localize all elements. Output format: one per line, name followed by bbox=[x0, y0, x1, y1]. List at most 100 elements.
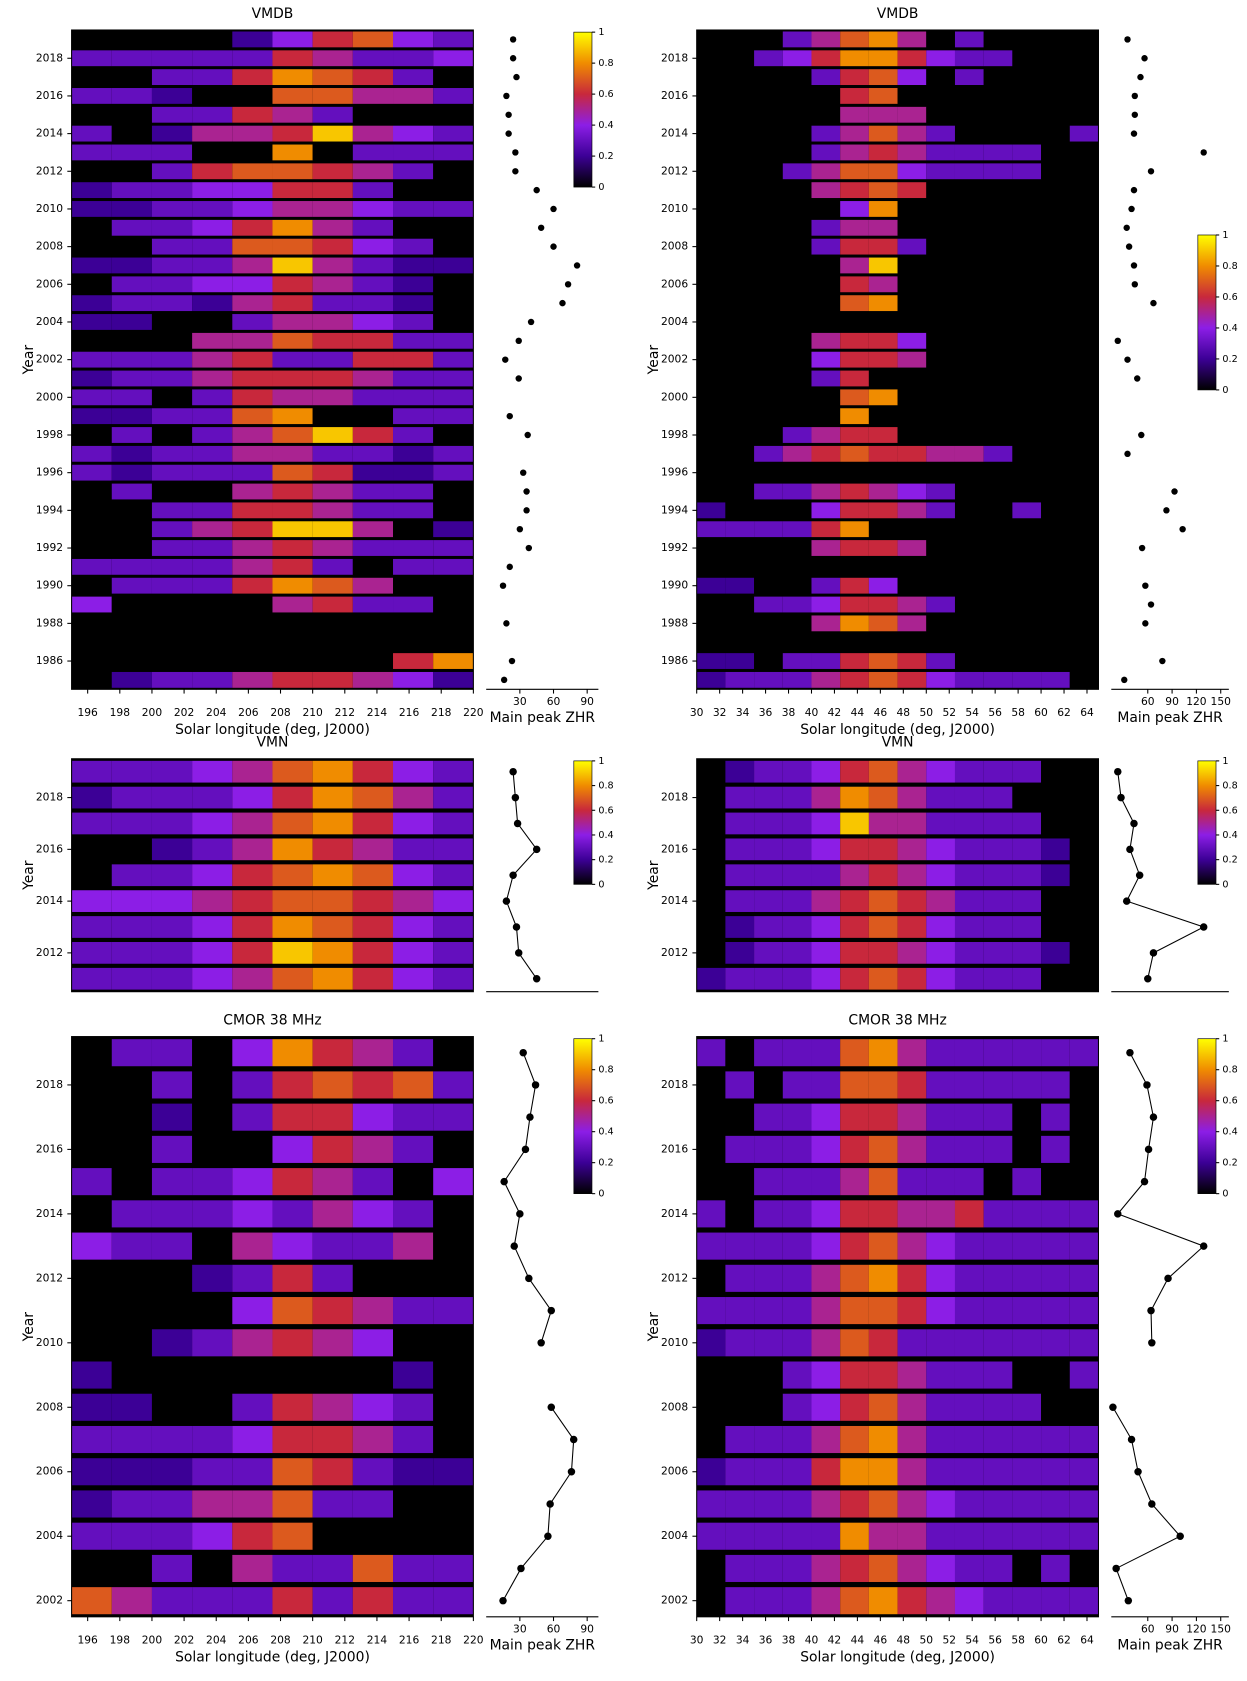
heat-cell bbox=[433, 31, 474, 48]
heat-cell bbox=[926, 1232, 955, 1260]
heat-cell bbox=[868, 1522, 898, 1550]
heat-cell bbox=[926, 370, 955, 387]
heat-cell bbox=[840, 671, 869, 688]
heat-cell bbox=[868, 144, 898, 161]
zhr-point bbox=[1199, 923, 1208, 931]
x-axis-label: Main peak ZHR bbox=[1117, 710, 1223, 726]
heat-cell bbox=[811, 1458, 841, 1486]
heat-cell bbox=[393, 942, 434, 964]
heat-cell bbox=[1012, 464, 1042, 481]
heat-cell bbox=[151, 760, 193, 783]
heat-cell bbox=[433, 219, 474, 236]
heat-cell bbox=[232, 967, 273, 990]
x-tick-label: 90 bbox=[580, 1623, 594, 1636]
heat-cell bbox=[983, 577, 1013, 594]
zhr-point bbox=[520, 469, 527, 476]
heat-cell bbox=[393, 1361, 434, 1389]
heat-cell bbox=[754, 1393, 783, 1421]
heat-cell bbox=[433, 812, 474, 835]
heat-cell bbox=[352, 1393, 394, 1421]
heat-cell bbox=[725, 653, 755, 669]
heat-cell bbox=[1012, 942, 1042, 964]
heat-cell bbox=[393, 521, 434, 538]
heat-cell bbox=[983, 483, 1013, 500]
heat-cell bbox=[71, 760, 112, 783]
heat-cell bbox=[71, 332, 112, 349]
heat-cell bbox=[352, 201, 394, 217]
heat-cell bbox=[433, 1329, 474, 1357]
colorbar-tick-label: 0.2 bbox=[598, 151, 613, 162]
x-tick-label: 46 bbox=[874, 706, 888, 719]
zhr-point bbox=[1134, 375, 1141, 382]
heat-cell bbox=[192, 502, 233, 519]
heat-cell bbox=[782, 634, 812, 651]
heat-cell bbox=[868, 238, 898, 255]
heat-cell bbox=[433, 163, 474, 180]
heat-cell bbox=[393, 812, 434, 835]
heat-cell bbox=[71, 838, 112, 861]
heat-cell bbox=[272, 942, 313, 964]
heat-cell bbox=[71, 1393, 112, 1421]
heat-cell bbox=[433, 351, 474, 368]
heat-cell bbox=[1069, 314, 1099, 330]
heat-cell bbox=[1012, 106, 1042, 123]
heat-cell bbox=[312, 238, 353, 255]
heat-cell bbox=[725, 1329, 755, 1357]
heat-cell bbox=[811, 427, 841, 443]
heat-cell bbox=[111, 1393, 152, 1421]
heat-cell bbox=[192, 812, 233, 835]
heat-cell bbox=[725, 502, 755, 519]
heat-cell bbox=[725, 31, 755, 48]
heat-cell bbox=[1069, 967, 1099, 990]
heat-cell bbox=[192, 760, 233, 783]
heat-cell bbox=[840, 1297, 869, 1325]
heat-cell bbox=[754, 201, 783, 217]
zhr-point bbox=[1125, 243, 1133, 250]
x-tick-label: 50 bbox=[919, 706, 933, 719]
heat-cell bbox=[811, 483, 841, 500]
heat-cell bbox=[725, 671, 755, 688]
heat-cell bbox=[192, 144, 233, 161]
heat-cell bbox=[71, 182, 112, 199]
heat-cell bbox=[926, 1135, 955, 1163]
heat-cell bbox=[1069, 1071, 1099, 1099]
zhr-point bbox=[510, 1242, 518, 1250]
x-tick-label: 30 bbox=[513, 1623, 527, 1636]
y-tick-label: 2016 bbox=[661, 1142, 688, 1155]
heat-cell bbox=[71, 408, 112, 425]
x-tick-label: 46 bbox=[874, 1633, 888, 1646]
heat-cell bbox=[71, 295, 112, 312]
heat-cell bbox=[954, 1425, 984, 1454]
heat-cell bbox=[897, 1490, 927, 1518]
heat-cell bbox=[754, 69, 783, 86]
heat-cell bbox=[811, 69, 841, 86]
heat-cell bbox=[232, 1297, 273, 1325]
y-tick-label: 1986 bbox=[661, 654, 688, 667]
x-tick-label: 208 bbox=[270, 706, 291, 719]
heat-cell bbox=[1069, 219, 1099, 236]
heat-cell bbox=[111, 144, 152, 161]
heat-cell bbox=[983, 942, 1013, 964]
heat-cell bbox=[840, 219, 869, 236]
heat-cell bbox=[868, 125, 898, 142]
heat-cell bbox=[868, 1071, 898, 1099]
heat-cell bbox=[725, 332, 755, 349]
x-tick-label: 64 bbox=[1080, 1633, 1094, 1646]
x-tick-label: 44 bbox=[851, 706, 865, 719]
heat-cell bbox=[868, 615, 898, 632]
heat-cell bbox=[897, 427, 927, 443]
heat-cell bbox=[725, 558, 755, 575]
colorbar-tick-label: 0.2 bbox=[1222, 855, 1237, 866]
heat-cell bbox=[696, 596, 726, 613]
heat-cell bbox=[782, 1425, 812, 1454]
heat-cell bbox=[192, 521, 233, 538]
heat-cell bbox=[151, 31, 193, 48]
heat-cell bbox=[696, 1425, 726, 1454]
y-tick-label: 2018 bbox=[661, 51, 688, 64]
heat-cell bbox=[754, 671, 783, 688]
y-tick-label: 1994 bbox=[661, 503, 688, 516]
zhr-point bbox=[513, 819, 522, 828]
heat-cell bbox=[725, 106, 755, 123]
colorbar-tick-label: 0.4 bbox=[598, 1127, 613, 1138]
heat-cell bbox=[954, 577, 984, 594]
